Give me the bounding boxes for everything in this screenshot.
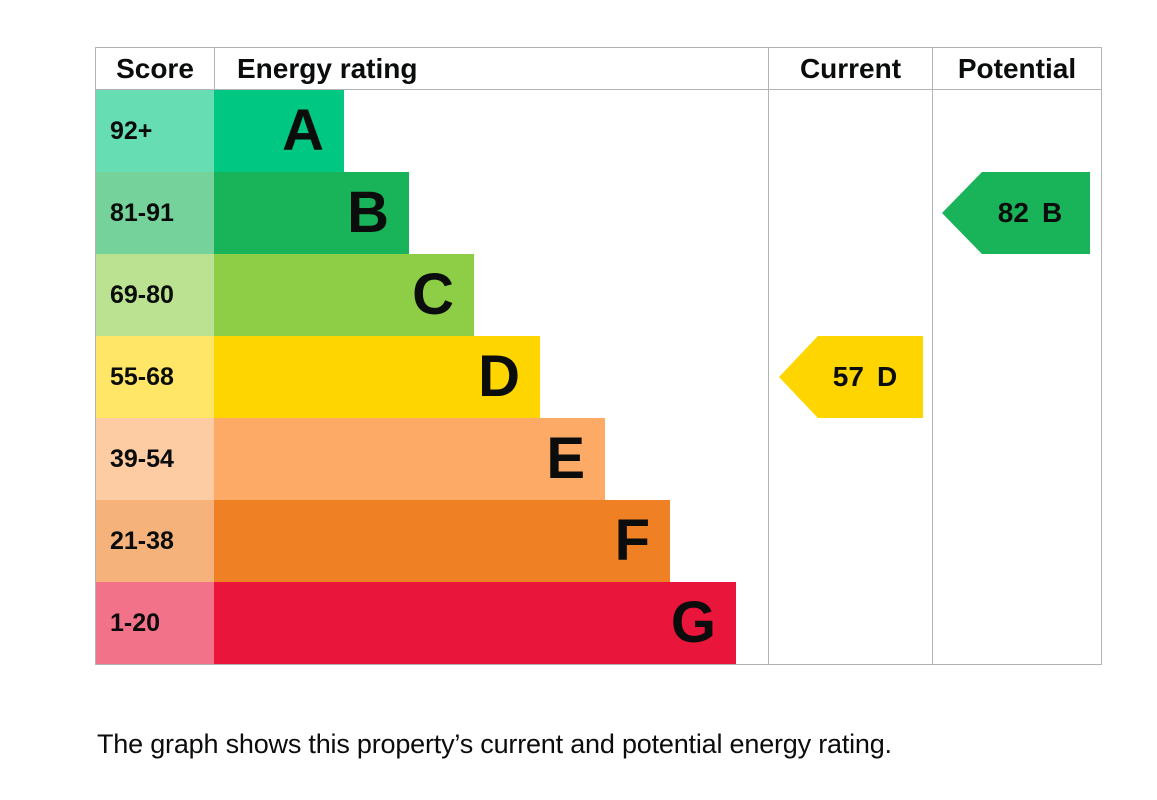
potential-rating-band: B: [1041, 197, 1063, 228]
band-row-e: 39-54 E: [96, 418, 1101, 500]
band-letter-a: A: [282, 98, 324, 163]
band-letter-d: D: [478, 344, 520, 409]
band-letter-b: B: [347, 180, 389, 245]
band-row-c: 69-80 C: [96, 254, 1101, 336]
band-row-a: 92+ A: [96, 90, 1101, 172]
band-row-g: 1-20 G: [96, 582, 1101, 664]
header-potential: Potential: [932, 48, 1101, 89]
table-header-row: Score Energy rating Current Potential: [96, 48, 1101, 90]
band-bar-a: A: [214, 90, 344, 172]
score-range-c: 69-80: [96, 254, 214, 336]
current-rating-arrow: 57 D: [779, 336, 923, 418]
band-bar-b: B: [214, 172, 409, 254]
header-energy-rating: Energy rating: [214, 48, 768, 89]
header-score: Score: [116, 52, 194, 84]
band-letter-e: E: [546, 426, 585, 491]
band-row-d: 55-68 D 57 D: [96, 336, 1101, 418]
score-range-f: 21-38: [96, 500, 214, 582]
score-range-b: 81-91: [96, 172, 214, 254]
chart-caption: The graph shows this property’s current …: [97, 729, 892, 759]
band-row-f: 21-38 F: [96, 500, 1101, 582]
band-bar-d: D: [214, 336, 540, 418]
potential-rating-arrow: 82 B: [942, 172, 1090, 254]
band-row-b: 81-91 B 82 B: [96, 172, 1101, 254]
potential-rating-score: 82: [997, 197, 1029, 228]
band-bar-c: C: [214, 254, 474, 336]
current-rating-band: D: [876, 361, 898, 392]
band-letter-c: C: [412, 262, 454, 327]
band-letter-g: G: [670, 590, 716, 655]
epc-rating-table: Score Energy rating Current Potential 92…: [95, 47, 1102, 665]
current-rating-score: 57: [832, 361, 864, 392]
band-bar-e: E: [214, 418, 605, 500]
band-letter-f: F: [614, 508, 650, 573]
header-current: Current: [768, 48, 932, 89]
score-range-d: 55-68: [96, 336, 214, 418]
band-bar-g: G: [214, 582, 736, 664]
score-range-a: 92+: [96, 90, 214, 172]
score-range-g: 1-20: [96, 582, 214, 664]
score-range-e: 39-54: [96, 418, 214, 500]
band-bar-f: F: [214, 500, 670, 582]
